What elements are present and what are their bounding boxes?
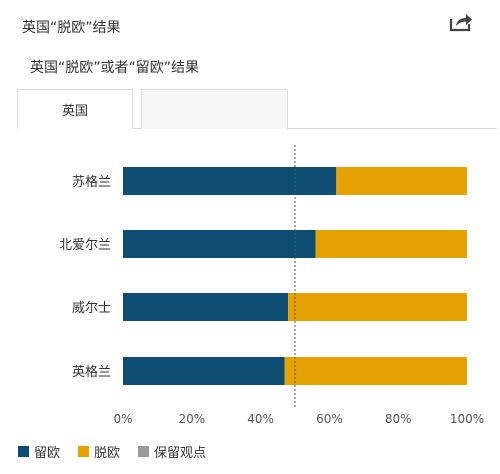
- category-label: 北爱尔兰: [59, 238, 111, 253]
- legend-label-remain: 留欧: [34, 446, 61, 461]
- bar-segment[interactable]: [123, 230, 316, 258]
- bar-segment[interactable]: [123, 167, 337, 195]
- bar-segment[interactable]: [315, 230, 467, 258]
- legend: 留欧 脱欧 保留观点: [18, 442, 224, 461]
- tab-uk[interactable]: 英国: [17, 89, 133, 129]
- legend-item-leave[interactable]: 脱欧: [78, 442, 120, 461]
- legend-label-leave: 脱欧: [94, 446, 121, 461]
- legend-item-undecided[interactable]: 保留观点: [138, 442, 206, 461]
- x-tick-label: 40%: [247, 412, 274, 426]
- x-tick-label: 20%: [178, 412, 205, 426]
- x-tick-label: 0%: [113, 412, 132, 426]
- tab-second[interactable]: [141, 89, 288, 129]
- chart-title: 英国“脱欧”结果: [22, 20, 121, 36]
- legend-label-undecided: 保留观点: [154, 446, 207, 461]
- share-icon[interactable]: [449, 12, 473, 32]
- legend-item-remain[interactable]: 留欧: [18, 442, 60, 461]
- category-label: 英格兰: [72, 364, 111, 380]
- legend-swatch-remain: [18, 446, 29, 457]
- x-tick-label: 80%: [385, 412, 412, 426]
- bar-segment[interactable]: [288, 293, 467, 321]
- chart-subtitle: 英国“脱欧”或者“留欧”结果: [30, 60, 200, 76]
- legend-swatch-leave: [78, 446, 90, 457]
- x-tick-label: 60%: [316, 412, 343, 426]
- category-label: 威尔士: [72, 301, 111, 316]
- legend-swatch-undecided: [138, 446, 150, 457]
- bar-segment[interactable]: [123, 357, 285, 385]
- x-tick-label: 100%: [450, 412, 484, 426]
- bar-segment[interactable]: [336, 167, 467, 195]
- category-label: 苏格兰: [72, 174, 111, 190]
- tab-bar: 英国: [17, 89, 497, 129]
- bar-segment[interactable]: [284, 357, 467, 385]
- bar-segment[interactable]: [123, 293, 289, 321]
